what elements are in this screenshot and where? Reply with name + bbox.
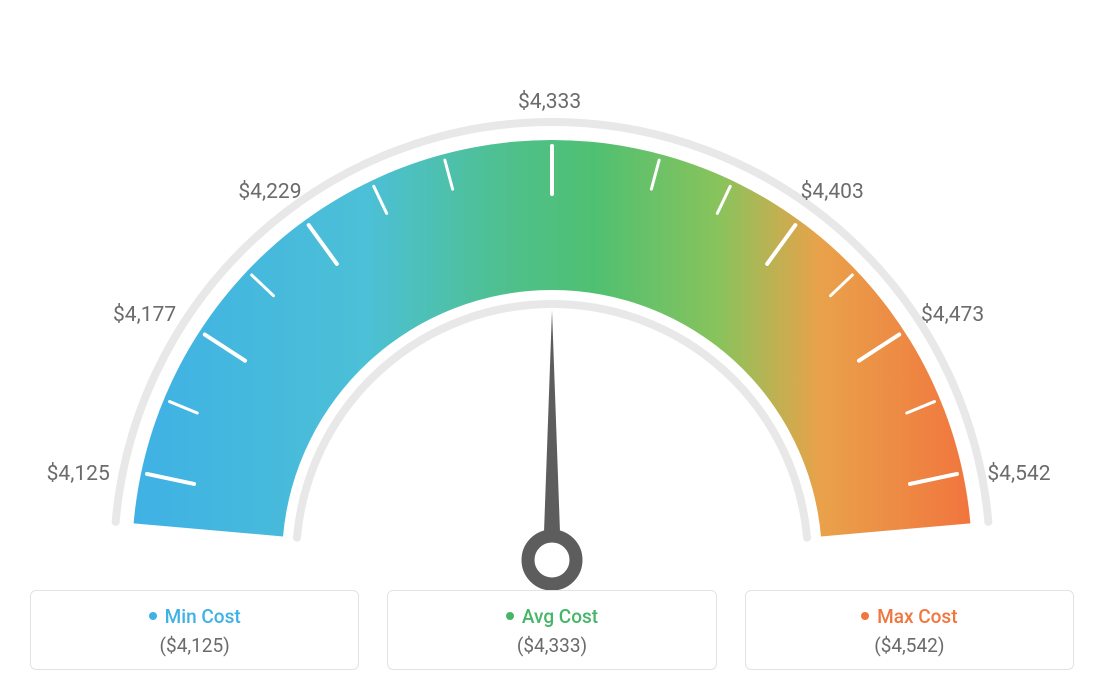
gauge-tick-label: $4,229 (238, 180, 301, 204)
legend-max-value: ($4,542) (756, 634, 1063, 657)
gauge-tick-label: $4,125 (47, 462, 110, 486)
gauge-tick-label: $4,473 (921, 303, 984, 327)
legend-avg-title: Avg Cost (398, 605, 705, 628)
legend-avg-value: ($4,333) (398, 634, 705, 657)
legend-max-title: Max Cost (756, 605, 1063, 628)
legend-card-max: Max Cost ($4,542) (745, 590, 1074, 670)
legend-card-min: Min Cost ($4,125) (30, 590, 359, 670)
gauge-tick-label: $4,333 (518, 90, 581, 114)
legend-row: Min Cost ($4,125) Avg Cost ($4,333) Max … (0, 590, 1104, 670)
gauge-chart: $4,125 $4,177 $4,229 $4,333 $4,403 $4,473 $4,5… (0, 0, 1104, 560)
legend-min-title: Min Cost (41, 605, 348, 628)
legend-min-value: ($4,125) (41, 634, 348, 657)
gauge-tick-label: $4,403 (801, 180, 864, 204)
gauge-tick-label: $4,177 (113, 303, 176, 327)
gauge-tick-label: $4,542 (987, 462, 1050, 486)
legend-card-avg: Avg Cost ($4,333) (387, 590, 716, 670)
